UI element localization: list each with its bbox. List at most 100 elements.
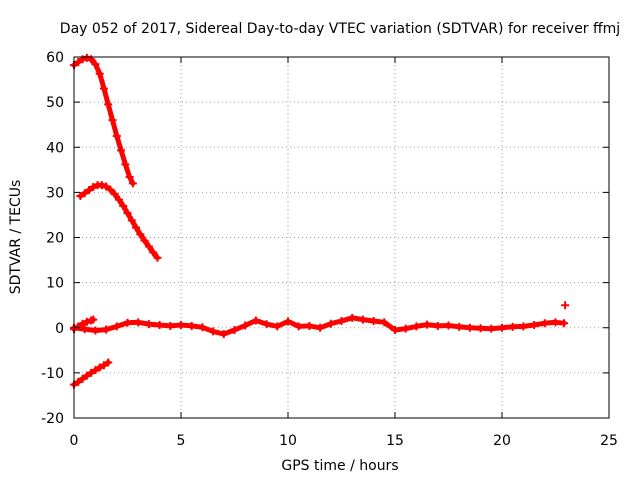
- x-tick-label-5: 25: [600, 433, 618, 449]
- data-point-arc-mid-8: [110, 190, 119, 199]
- data-point-arc-mid-2: [84, 186, 93, 195]
- y-tick-label-6: 40: [46, 140, 64, 156]
- y-tick-label-0: -20: [41, 411, 64, 427]
- x-tick-labels: 0 5 10 15 20 25: [70, 433, 618, 449]
- axis-ticks: [73, 56, 610, 419]
- data-point-arc-mid-14: [136, 230, 145, 239]
- data-series: [70, 53, 570, 389]
- data-point-arc-high-9: [108, 116, 117, 125]
- data-point-arc-low-1: [74, 377, 83, 386]
- data-point-arc-mid-16: [144, 242, 153, 251]
- data-point-arc-mid-7: [106, 185, 115, 194]
- data-point-point-isolated-0: [561, 301, 570, 310]
- x-tick-label-3: 15: [386, 433, 404, 449]
- data-point-arc-near-zero-32: [412, 322, 421, 331]
- data-point-arc-near-zero-45: [551, 318, 560, 327]
- y-axis-label: SDTVAR / TECUs: [8, 180, 24, 295]
- data-point-arc-mid-9: [114, 195, 123, 204]
- data-point-arc-near-zero-15: [230, 326, 239, 335]
- data-point-arc-mid-10: [119, 201, 128, 210]
- y-tick-label-5: 30: [46, 185, 64, 201]
- data-point-arc-mid-0: [76, 191, 85, 200]
- y-tick-labels: -20 -10 0 10 20 30 40 50 60: [41, 50, 64, 427]
- data-point-arc-low-4: [87, 368, 96, 377]
- data-point-arc-near-zero-14: [219, 330, 228, 339]
- data-point-arc-near-zero-23: [316, 323, 325, 332]
- data-point-arc-near-zero-37: [465, 323, 474, 332]
- data-point-arc-near-zero-25: [337, 316, 346, 325]
- x-tick-label-1: 5: [177, 433, 186, 449]
- data-point-arc-near-zero-19: [273, 322, 282, 331]
- data-point-arc-near-zero-26: [348, 313, 357, 322]
- data-point-arc-mid-13: [132, 223, 141, 232]
- data-point-arc-high-13: [125, 173, 134, 182]
- data-point-arc-low-3: [82, 371, 91, 380]
- data-point-arc-low-8: [104, 358, 113, 367]
- data-point-arc-near-zero-22: [305, 321, 314, 330]
- y-tick-label-7: 50: [46, 95, 64, 111]
- data-point-arc-high-11: [117, 146, 126, 155]
- data-point-arc-near-zero-35: [444, 321, 453, 330]
- y-tick-label-2: 0: [55, 321, 64, 337]
- data-point-arc-near-zero-31: [401, 324, 410, 333]
- data-point-arc-mid-3: [89, 182, 98, 191]
- data-point-arc-near-zero-46: [560, 319, 569, 328]
- data-point-arc-mid-17: [149, 248, 158, 257]
- data-point-arc-near-zero-27: [358, 315, 367, 324]
- data-point-arc-near-zero-21: [294, 322, 303, 331]
- data-point-arc-near-zero-10: [177, 321, 185, 330]
- data-point-arc-high-5: [91, 60, 100, 69]
- data-point-arc-high-6: [95, 69, 104, 78]
- data-point-arc-mid-15: [140, 236, 149, 245]
- data-point-arc-low-7: [99, 361, 108, 370]
- data-point-arc-mid-11: [123, 209, 132, 218]
- data-point-arc-low-5: [91, 366, 100, 375]
- data-point-arc-near-zero-36: [455, 322, 464, 331]
- data-point-arc-near-zero-20: [284, 317, 292, 326]
- data-point-arc-near-zero-38: [476, 324, 485, 333]
- data-point-arc-near-zero-42: [519, 322, 528, 331]
- data-point-arc-short-3: [82, 317, 91, 326]
- data-point-arc-near-zero-8: [155, 321, 164, 330]
- data-point-arc-high-10: [112, 131, 121, 140]
- data-point-arc-near-zero-12: [198, 323, 207, 332]
- data-point-arc-near-zero-29: [380, 318, 389, 327]
- data-point-arc-near-zero-9: [166, 321, 175, 330]
- y-tick-label-4: 20: [46, 231, 64, 247]
- data-point-arc-near-zero-13: [209, 327, 218, 336]
- data-point-arc-near-zero-28: [369, 316, 378, 325]
- data-point-arc-near-zero-2: [91, 326, 100, 335]
- data-point-arc-low-6: [95, 363, 104, 372]
- data-point-arc-mid-5: [97, 181, 106, 190]
- data-point-arc-mid-18: [153, 253, 162, 262]
- y-tick-label-8: 60: [46, 50, 64, 66]
- data-point-arc-high-8: [104, 100, 113, 109]
- data-point-arc-high-12: [121, 160, 130, 169]
- data-point-arc-near-zero-39: [487, 324, 496, 333]
- data-point-arc-near-zero-30: [391, 326, 399, 335]
- data-point-arc-near-zero-44: [540, 319, 549, 328]
- data-point-arc-high-14: [128, 179, 137, 188]
- data-point-arc-near-zero-7: [144, 320, 153, 329]
- data-point-arc-short-5: [89, 315, 98, 324]
- data-point-arc-near-zero-33: [423, 320, 432, 329]
- data-point-arc-near-zero-40: [498, 323, 506, 332]
- data-point-arc-near-zero-17: [251, 316, 260, 325]
- data-point-arc-high-1: [74, 57, 83, 66]
- data-point-arc-near-zero-16: [241, 321, 250, 330]
- data-point-arc-near-zero-41: [508, 322, 517, 331]
- data-point-arc-near-zero-11: [187, 321, 196, 330]
- data-point-arc-near-zero-6: [134, 318, 143, 327]
- x-axis-label: GPS time / hours: [281, 458, 398, 474]
- data-point-arc-high-7: [99, 84, 108, 93]
- y-tick-label-3: 10: [46, 276, 64, 292]
- grid-lines: [74, 57, 609, 418]
- chart-title: Day 052 of 2017, Sidereal Day-to-day VTE…: [60, 21, 620, 37]
- data-point-arc-high-3: [82, 53, 91, 62]
- data-point-arc-near-zero-34: [433, 321, 442, 330]
- data-point-arc-near-zero-3: [102, 325, 111, 334]
- data-point-arc-mid-12: [127, 216, 136, 225]
- data-point-arc-near-zero-18: [262, 320, 271, 329]
- data-point-arc-mid-6: [102, 182, 111, 191]
